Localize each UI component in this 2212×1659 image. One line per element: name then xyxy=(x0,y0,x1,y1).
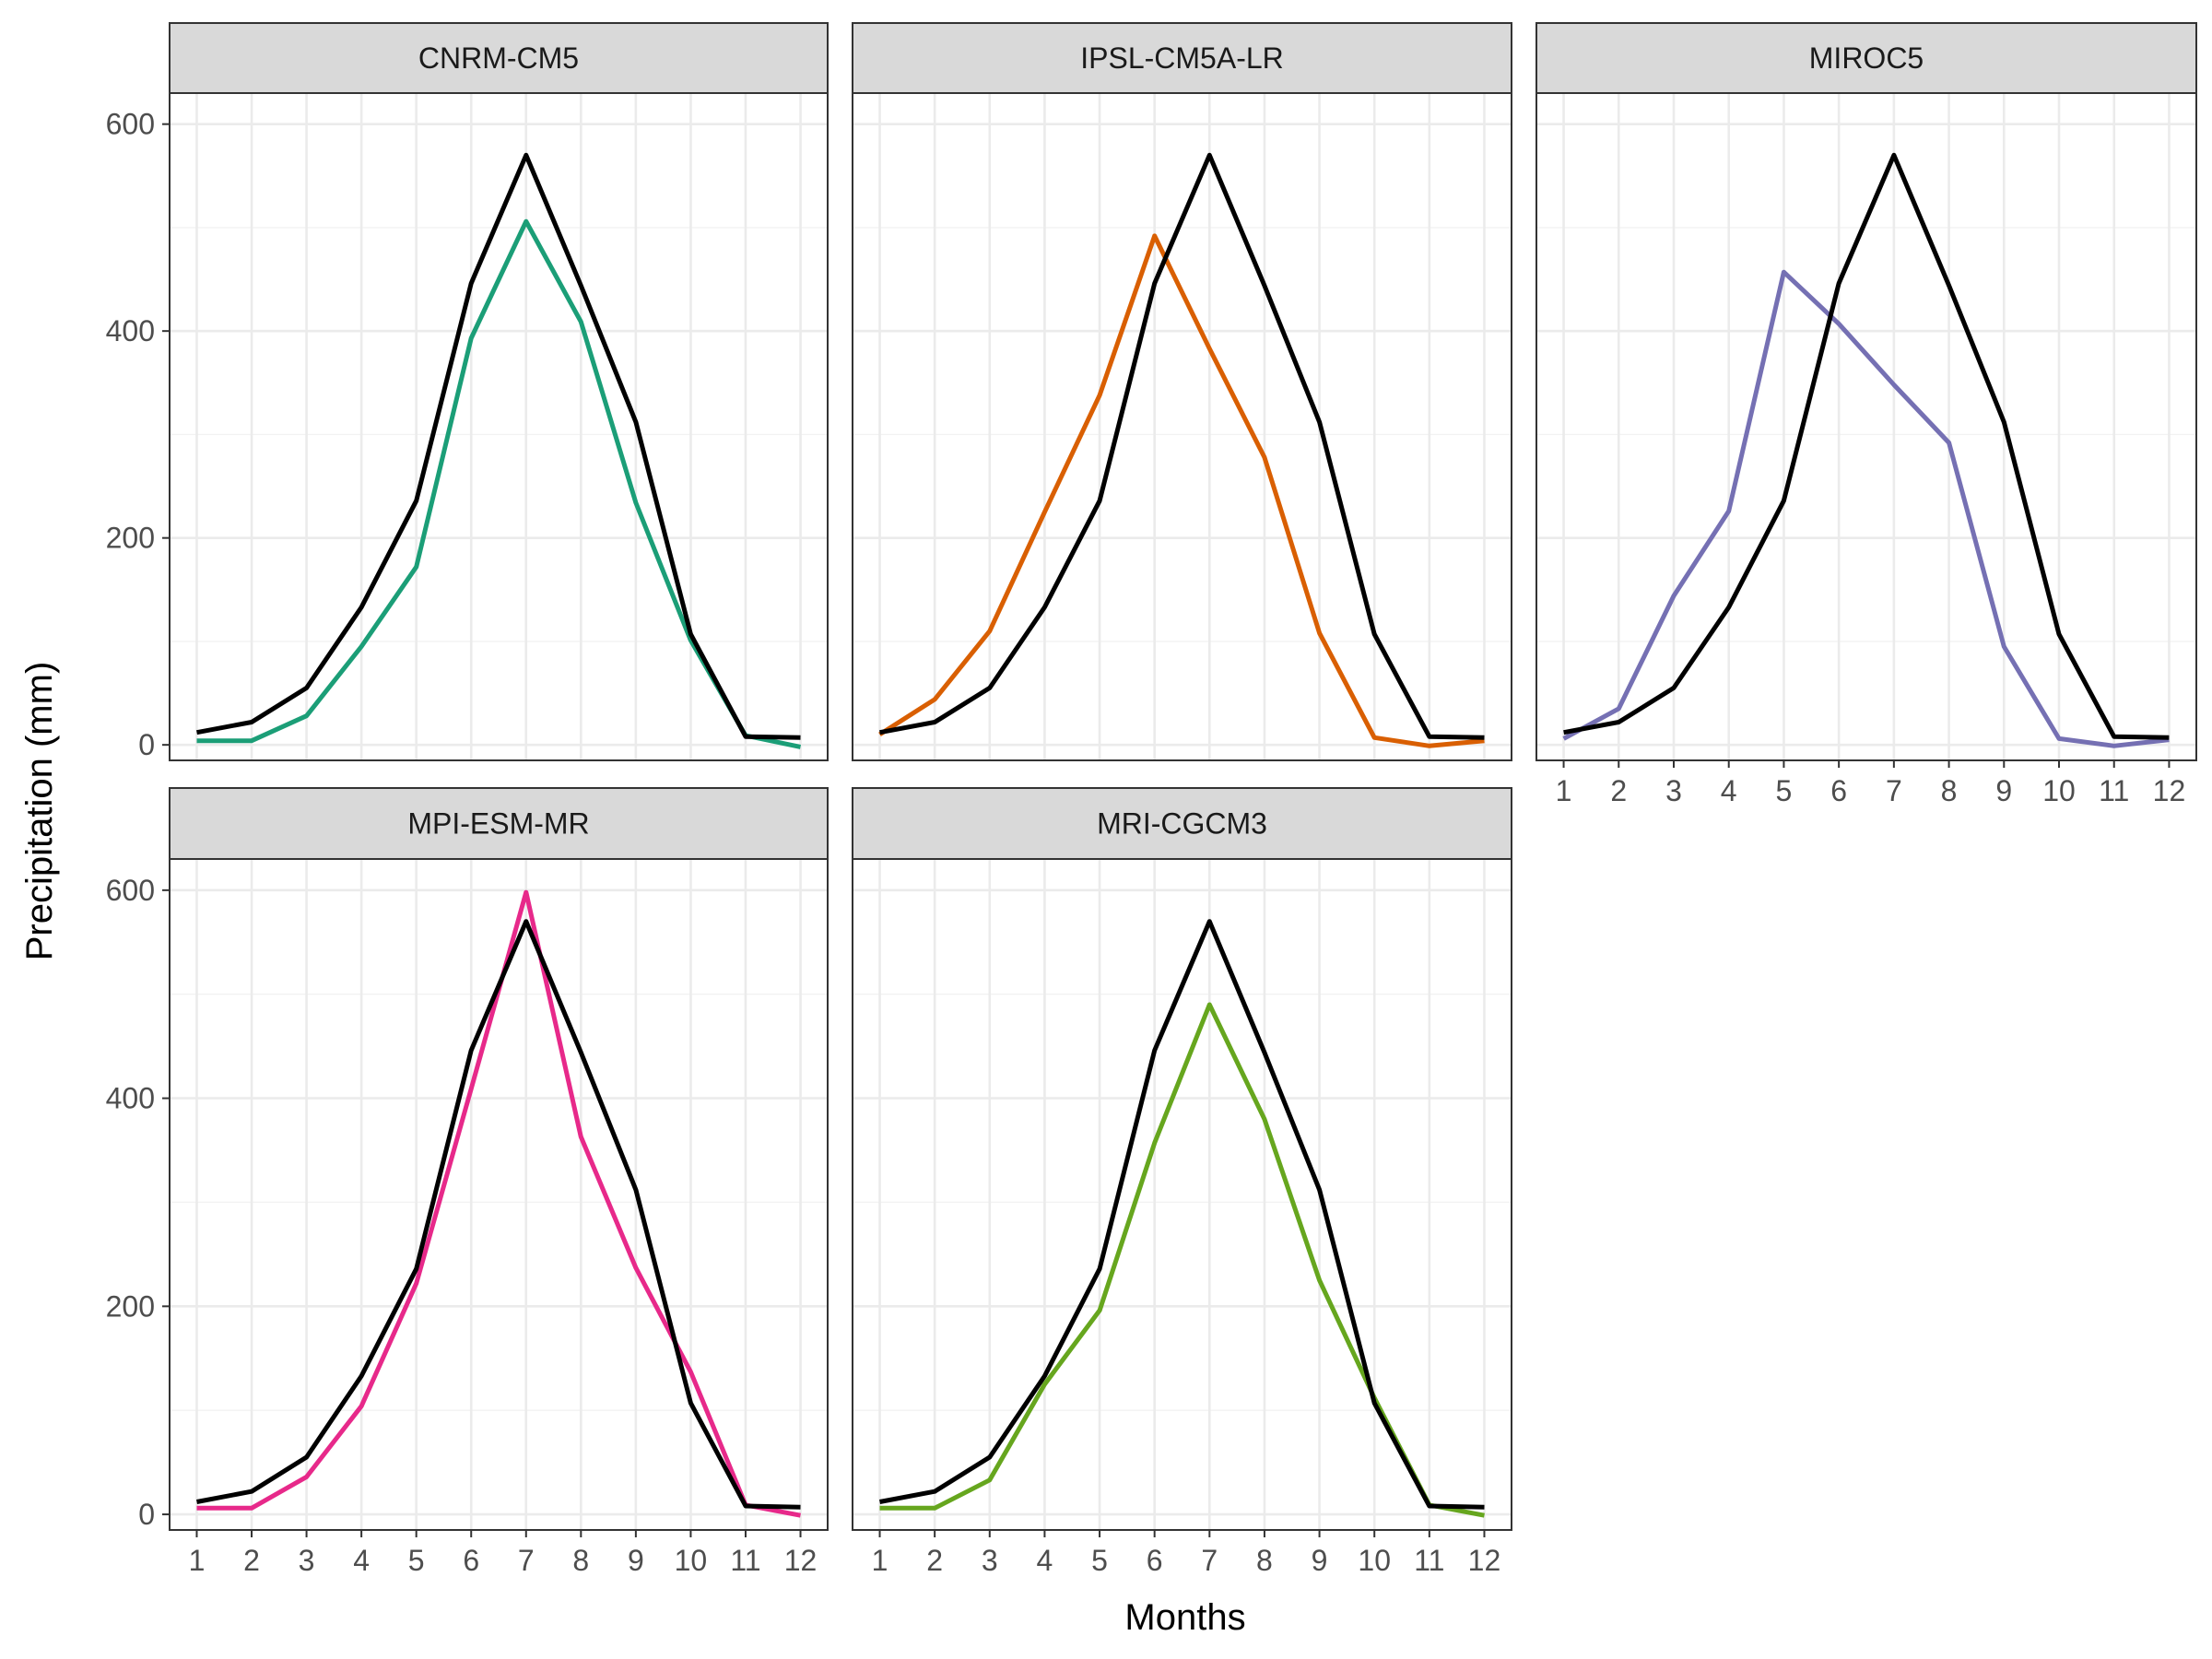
facet-strip xyxy=(169,22,829,94)
x-tick-label: 4 xyxy=(1721,774,1737,807)
x-tick-label: 6 xyxy=(1830,774,1847,807)
reference-series-line xyxy=(196,152,801,740)
model-series-line xyxy=(196,218,802,749)
x-tick-label: 9 xyxy=(1995,774,2012,807)
panel-border xyxy=(852,92,1512,761)
x-tick-label: 11 xyxy=(2099,774,2129,807)
facet-title: MIROC5 xyxy=(1809,41,1924,75)
x-tick-label: 5 xyxy=(408,1544,425,1577)
x-tick-label: 2 xyxy=(243,1544,260,1577)
facet-cnrm-cm5: CNRM-CM5 0 200 400 600 xyxy=(106,22,829,761)
reference-series-line xyxy=(879,919,1485,1510)
model-series-line xyxy=(1562,269,2170,748)
y-tick-label: 200 xyxy=(106,522,155,555)
facet-title: CNRM-CM5 xyxy=(418,41,579,75)
x-tick-label: 6 xyxy=(463,1544,479,1577)
facet-strip xyxy=(852,22,1512,94)
x-tick-label: 10 xyxy=(675,1544,708,1577)
x-tick-label: 8 xyxy=(1941,774,1958,807)
y-tick-label: 600 xyxy=(106,874,155,907)
x-tick-label: 7 xyxy=(1886,774,1902,807)
x-tick-label: 1 xyxy=(1556,774,1572,807)
x-tick-label: 10 xyxy=(1358,1544,1391,1577)
panel-background xyxy=(170,93,828,760)
panel-background xyxy=(170,859,828,1530)
x-tick-label: 5 xyxy=(1776,774,1793,807)
facet-title: MRI-CGCM3 xyxy=(1097,807,1267,841)
facet-strip xyxy=(852,787,1512,860)
panel-background xyxy=(853,93,1512,760)
x-tick-label: 5 xyxy=(1091,1544,1108,1577)
x-tick-label: 2 xyxy=(1610,774,1627,807)
y-tick-label: 600 xyxy=(106,108,155,141)
x-tick-label: 12 xyxy=(2153,774,2186,807)
y-tick-label: 0 xyxy=(138,728,155,761)
x-tick-label: 7 xyxy=(518,1544,535,1577)
reference-series-line xyxy=(879,152,1485,740)
x-axis-label: Months xyxy=(1124,1597,1245,1638)
x-tick-label: 9 xyxy=(1312,1544,1328,1577)
y-tick-label: 400 xyxy=(106,1082,155,1115)
x-tick-label: 3 xyxy=(1665,774,1682,807)
x-tick-label: 10 xyxy=(2042,774,2076,807)
facet-strip xyxy=(1535,22,2197,94)
x-tick-label: 2 xyxy=(926,1544,943,1577)
x-tick-label: 1 xyxy=(872,1544,888,1577)
x-tick-label: 9 xyxy=(628,1544,644,1577)
panel-border xyxy=(1535,92,2197,761)
y-tick-label: 200 xyxy=(106,1289,155,1323)
panel-border xyxy=(169,92,829,761)
panel-border xyxy=(852,858,1512,1531)
x-tick-label: 4 xyxy=(1037,1544,1053,1577)
x-tick-label: 8 xyxy=(1256,1544,1273,1577)
x-tick-label: 12 xyxy=(784,1544,818,1577)
reference-series-line xyxy=(1563,152,2170,740)
x-tick-label: 6 xyxy=(1147,1544,1163,1577)
y-tick-label: 400 xyxy=(106,314,155,347)
facet-strip xyxy=(169,787,829,860)
x-tick-label: 12 xyxy=(1468,1544,1501,1577)
panel-background xyxy=(853,859,1512,1530)
panel-background xyxy=(1536,93,2196,760)
facet-title: MPI-ESM-MR xyxy=(407,807,589,841)
x-tick-label: 3 xyxy=(299,1544,315,1577)
panel-border xyxy=(169,858,829,1531)
facet-ipsl-cm5a-lr: IPSL-CM5A-LR xyxy=(852,22,1512,761)
y-tick-label: 0 xyxy=(138,1498,155,1531)
x-tick-label: 11 xyxy=(730,1544,760,1577)
x-tick-label: 7 xyxy=(1201,1544,1218,1577)
model-series-line xyxy=(878,233,1485,748)
x-tick-label: 4 xyxy=(353,1544,370,1577)
x-tick-label: 11 xyxy=(1414,1544,1444,1577)
y-axis-label: Precipitation (mm) xyxy=(19,662,60,961)
x-tick-label: 3 xyxy=(982,1544,998,1577)
x-tick-label: 8 xyxy=(572,1544,589,1577)
reference-series-line xyxy=(196,919,801,1510)
x-tick-label: 1 xyxy=(189,1544,206,1577)
facet-title: IPSL-CM5A-LR xyxy=(1080,41,1284,75)
